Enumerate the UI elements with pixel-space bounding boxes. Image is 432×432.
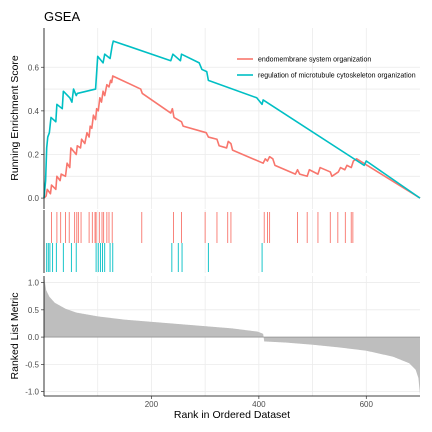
ranked-metric-y-tick-label: 0.0: [28, 333, 40, 342]
running-es-y-ticks: 0.0 0.2 0.4 0.6: [28, 63, 44, 203]
hits-panel: [43, 210, 367, 273]
running-es-panel: 0.0 0.2 0.4 0.6 Running Enrichment Score en…: [9, 28, 421, 209]
legend: endomembrane system organization regulati…: [237, 57, 416, 80]
x-tick-label: 400: [252, 400, 266, 409]
ranked-metric-y-label: Ranked List Metric: [9, 293, 21, 380]
ranked-metric-y-tick-label: 0.5: [28, 306, 40, 315]
x-axis-label: Rank in Ordered Dataset: [174, 409, 290, 421]
ranked-metric-y-tick-label: -0.5: [25, 360, 39, 369]
running-es-y-label: Running Enrichment Score: [9, 55, 21, 181]
x-ticks: 200 400 600: [145, 396, 374, 409]
running-es-lines: [43, 40, 421, 199]
legend-label-series-2: regulation of microtubule cytoskeleton o…: [258, 73, 416, 80]
running-es-y-tick-label: 0.2: [28, 150, 40, 159]
x-tick-label: 200: [145, 400, 159, 409]
running-es-y-tick-label: 0.4: [28, 107, 40, 116]
es-line-series-1: [43, 75, 421, 199]
running-es-y-tick-label: 0.0: [28, 194, 40, 203]
ranked-metric-area: [44, 276, 420, 395]
hits-grid: [97, 210, 367, 273]
gene-hits: [46, 212, 354, 272]
ranked-metric-y-tick-label: -1.0: [25, 388, 39, 397]
es-line-series-2: [43, 40, 421, 199]
ranked-metric-y-ticks: -1.0 -0.5 0.0 0.5 1.0: [25, 279, 44, 397]
running-es-grid: [44, 28, 420, 209]
legend-label-series-1: endomembrane system organization: [258, 57, 371, 64]
running-es-y-tick-label: 0.6: [28, 63, 40, 72]
chart-title: GSEA: [44, 9, 80, 24]
ranked-metric-y-tick-label: 1.0: [28, 279, 40, 288]
x-tick-label: 600: [360, 400, 374, 409]
ranked-metric-panel: -1.0 -0.5 0.0 0.5 1.0 200 400 600 Ranked List …: [9, 276, 420, 421]
